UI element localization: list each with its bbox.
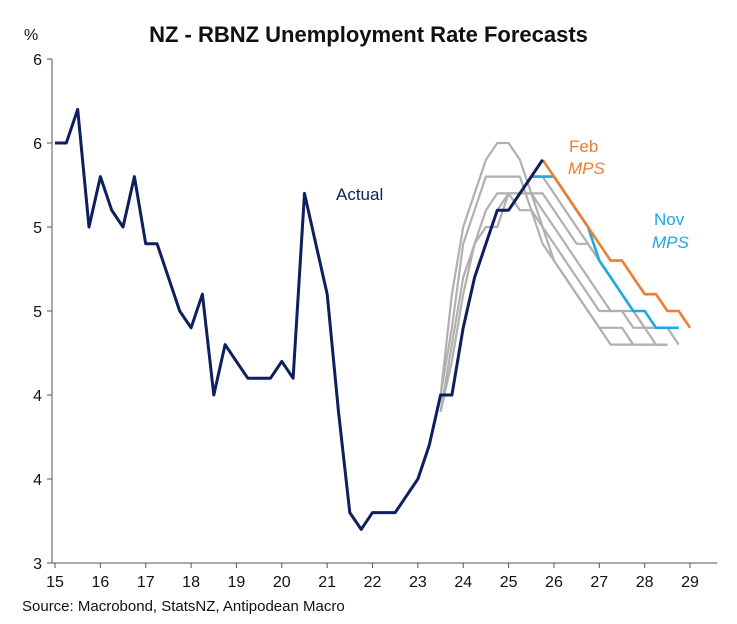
y-tick-label: 5 (33, 304, 42, 321)
annotation-nov: Nov (654, 210, 685, 229)
x-tick-label: 24 (454, 574, 472, 591)
x-tick-label: 28 (636, 574, 654, 591)
x-tick-label: 26 (545, 574, 563, 591)
x-tick-label: 16 (91, 574, 109, 591)
series-past-forecast-line (531, 175, 656, 329)
series-actual-line (55, 107, 544, 531)
series-past-forecast-line (439, 175, 668, 396)
series-past-forecast-line (439, 141, 668, 396)
annotation-actual: Actual (336, 185, 383, 204)
x-tick-label: 23 (409, 574, 427, 591)
annotations: Actual Feb MPS Nov MPS (336, 137, 690, 252)
y-tick-label: 4 (33, 472, 42, 489)
x-tick-label: 22 (364, 574, 382, 591)
x-tick-label: 27 (590, 574, 608, 591)
y-tick-label: 6 (33, 136, 42, 153)
series-lines (55, 107, 692, 531)
x-tick-label: 17 (137, 574, 155, 591)
y-tick-label: 6 (33, 52, 42, 69)
y-tick-label: 3 (33, 556, 42, 573)
x-tick-label: 15 (46, 574, 64, 591)
y-tick-label: 4 (33, 388, 42, 405)
x-tick-label: 25 (500, 574, 518, 591)
axes: 3 4 4 5 5 6 6 15 16 17 18 19 20 21 22 23 24 25 26 27 28 29 (33, 52, 718, 591)
annotation-nov-mps: MPS (652, 233, 690, 252)
y-axis-unit: % (24, 27, 39, 44)
x-tick-label: 19 (228, 574, 246, 591)
annotation-feb: Feb (569, 137, 598, 156)
x-tick-label: 29 (681, 574, 699, 591)
annotation-feb-mps: MPS (568, 159, 606, 178)
x-tick-label: 21 (318, 574, 336, 591)
y-tick-label: 5 (33, 220, 42, 237)
source-note: Source: Macrobond, StatsNZ, Antipodean M… (22, 598, 345, 615)
series-past-forecast-line (439, 192, 668, 413)
series-feb-mps-line (541, 159, 692, 329)
chart-title: NZ - RBNZ Unemployment Rate Forecasts (149, 22, 588, 47)
x-tick-label: 20 (273, 574, 291, 591)
x-tick-label: 18 (182, 574, 200, 591)
